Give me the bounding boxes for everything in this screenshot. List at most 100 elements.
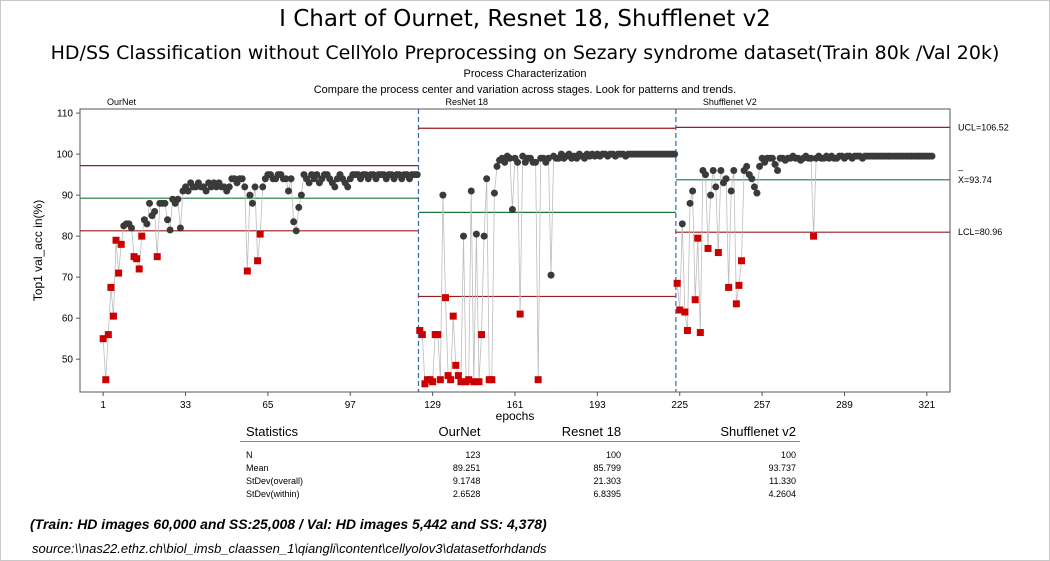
- data-point: [331, 183, 339, 191]
- data-point: [748, 175, 756, 183]
- stage-label: Shufflenet V2: [703, 97, 757, 107]
- data-point: [727, 187, 735, 195]
- data-point: [290, 218, 298, 226]
- table-cell: 89.251: [452, 463, 481, 473]
- series-line: [676, 155, 932, 333]
- data-point: [532, 158, 540, 166]
- data-point: [176, 224, 184, 232]
- data-point: [145, 199, 153, 207]
- x-tick-label: 97: [345, 400, 357, 411]
- out-of-control-point: [112, 236, 120, 244]
- data-point: [506, 154, 514, 162]
- data-point: [282, 175, 290, 183]
- center-label: X=93.74: [958, 175, 992, 185]
- data-point: [928, 152, 936, 160]
- data-point: [297, 191, 305, 199]
- table-cell: 11.330: [769, 476, 796, 486]
- out-of-control-point: [478, 331, 486, 339]
- statistics-header-row: Statistics OurNet Resnet 18 Shufflenet v…: [240, 424, 800, 442]
- data-point: [143, 220, 151, 228]
- x-tick-label: 129: [424, 400, 441, 411]
- data-point: [184, 187, 192, 195]
- data-point: [413, 171, 421, 179]
- dataset-note: (Train: HD images 60,000 and SS:25,008 /…: [30, 516, 547, 532]
- chart-title: I Chart of Ournet, Resnet 18, Shufflenet…: [279, 6, 771, 32]
- table-cell: 93.737: [768, 463, 796, 473]
- data-point: [807, 154, 815, 162]
- out-of-control-point: [704, 244, 712, 252]
- stage-label: OurNet: [107, 97, 137, 107]
- out-of-control-point: [683, 326, 691, 334]
- table-cell: 100: [780, 450, 796, 460]
- data-point: [287, 175, 295, 183]
- source-path: source:\\nas22.ethz.ch\biol_imsb_claasse…: [32, 541, 547, 556]
- out-of-control-point: [488, 376, 496, 384]
- stage-label: ResNet 18: [445, 97, 488, 107]
- x-tick-label: 257: [754, 400, 771, 411]
- data-point: [743, 162, 751, 170]
- out-of-control-point: [732, 300, 740, 308]
- out-of-control-point: [104, 331, 112, 339]
- data-point: [439, 191, 447, 199]
- lcl-label: LCL=80.96: [958, 227, 1002, 237]
- data-point: [730, 167, 738, 175]
- x-tick-label: 193: [589, 400, 606, 411]
- data-point: [547, 271, 555, 279]
- out-of-control-point: [256, 230, 264, 238]
- shufflenet-header: Shufflenet v2: [625, 424, 800, 442]
- table-cell: 2.6528: [452, 489, 481, 499]
- data-point: [248, 199, 256, 207]
- y-tick-label: 60: [62, 314, 74, 325]
- data-point: [768, 154, 776, 162]
- row-label: StDev(overall): [246, 476, 304, 486]
- data-point: [671, 150, 679, 158]
- out-of-control-point: [714, 249, 722, 257]
- data-point: [501, 158, 509, 166]
- out-of-control-point: [117, 240, 125, 248]
- data-point: [251, 183, 259, 191]
- data-point: [164, 216, 172, 224]
- data-point: [292, 227, 300, 235]
- table-row: N 123 100 100: [240, 448, 800, 461]
- data-point: [225, 183, 233, 191]
- out-of-control-point: [421, 380, 429, 388]
- data-point: [709, 167, 717, 175]
- data-point: [707, 191, 715, 199]
- x-axis-label: epochs: [496, 409, 535, 423]
- out-of-control-point: [673, 279, 681, 287]
- out-of-control-point: [109, 312, 117, 320]
- data-point: [467, 187, 475, 195]
- data-point: [686, 199, 694, 207]
- y-tick-label: 80: [62, 232, 74, 243]
- out-of-control-point: [475, 378, 483, 386]
- out-of-control-point: [138, 232, 146, 240]
- out-of-control-point: [738, 257, 746, 265]
- data-point: [490, 189, 498, 197]
- plot-frame: [79, 108, 951, 393]
- x-tick-label: 65: [262, 400, 274, 411]
- data-point: [313, 171, 321, 179]
- table-cell: 21.303: [593, 476, 622, 486]
- data-point: [295, 203, 303, 211]
- data-point: [678, 220, 686, 228]
- table-cell: 4.2604: [768, 489, 796, 499]
- data-point: [174, 195, 182, 203]
- table-cell: 100: [606, 450, 622, 460]
- out-of-control-point: [810, 232, 818, 240]
- y-tick-label: 90: [62, 191, 74, 202]
- data-point: [284, 187, 292, 195]
- table-cell: 123: [465, 450, 481, 460]
- y-tick-label: 50: [62, 355, 74, 366]
- data-point: [305, 179, 313, 187]
- data-point: [689, 187, 697, 195]
- out-of-control-point: [681, 308, 689, 316]
- out-of-control-point: [694, 234, 702, 242]
- data-point: [151, 208, 159, 216]
- out-of-control-point: [516, 310, 524, 318]
- data-point: [712, 183, 720, 191]
- data-point: [259, 183, 267, 191]
- data-point: [161, 199, 169, 207]
- series-line: [419, 153, 675, 386]
- chart-subtitle: HD/SS Classification without CellYolo Pr…: [50, 42, 1000, 64]
- out-of-control-point: [454, 372, 462, 380]
